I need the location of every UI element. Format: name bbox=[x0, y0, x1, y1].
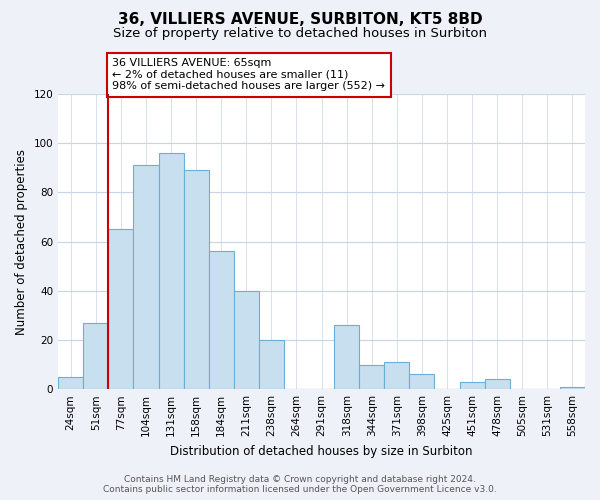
X-axis label: Distribution of detached houses by size in Surbiton: Distribution of detached houses by size … bbox=[170, 444, 473, 458]
Bar bbox=[409, 374, 434, 389]
Bar bbox=[359, 364, 385, 389]
Bar bbox=[259, 340, 284, 389]
Bar bbox=[133, 166, 158, 389]
Bar bbox=[234, 291, 259, 389]
Text: Contains HM Land Registry data © Crown copyright and database right 2024.
Contai: Contains HM Land Registry data © Crown c… bbox=[103, 474, 497, 494]
Bar bbox=[158, 153, 184, 389]
Bar bbox=[460, 382, 485, 389]
Bar bbox=[385, 362, 409, 389]
Bar bbox=[334, 325, 359, 389]
Y-axis label: Number of detached properties: Number of detached properties bbox=[15, 148, 28, 334]
Text: 36, VILLIERS AVENUE, SURBITON, KT5 8BD: 36, VILLIERS AVENUE, SURBITON, KT5 8BD bbox=[118, 12, 482, 28]
Bar bbox=[184, 170, 209, 389]
Bar bbox=[209, 252, 234, 389]
Bar bbox=[83, 322, 109, 389]
Bar bbox=[109, 229, 133, 389]
Bar bbox=[485, 380, 510, 389]
Text: 36 VILLIERS AVENUE: 65sqm
← 2% of detached houses are smaller (11)
98% of semi-d: 36 VILLIERS AVENUE: 65sqm ← 2% of detach… bbox=[112, 58, 385, 92]
Text: Size of property relative to detached houses in Surbiton: Size of property relative to detached ho… bbox=[113, 28, 487, 40]
Bar bbox=[560, 386, 585, 389]
Bar bbox=[58, 377, 83, 389]
